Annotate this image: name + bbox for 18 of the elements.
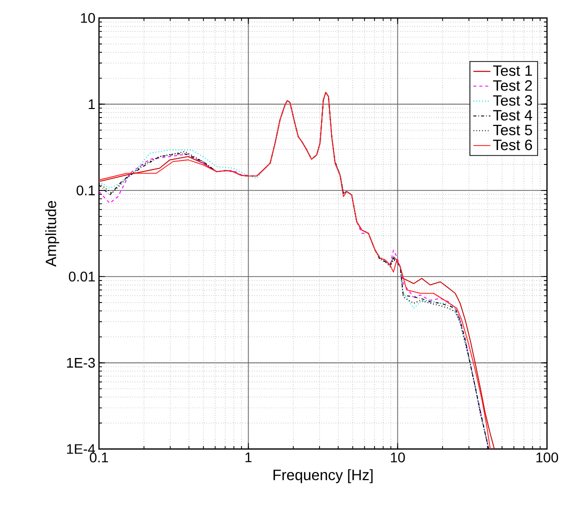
- x-tick-label: 0.1: [90, 452, 108, 462]
- legend-label: Test 1: [493, 65, 532, 76]
- y-tick-label: 1E-4: [67, 444, 96, 454]
- x-tick-label: 1: [246, 452, 252, 462]
- x-tick-label: 100: [536, 452, 558, 462]
- x-tick-label: 10: [390, 452, 405, 462]
- y-tick-label: 10: [81, 13, 95, 23]
- y-tick-label: 1: [88, 99, 95, 109]
- y-tick-label: 1E-3: [67, 358, 95, 368]
- legend-label: Test 2: [493, 80, 532, 91]
- y-tick-label: 0.01: [68, 272, 95, 282]
- legend-label: Test 5: [493, 124, 532, 136]
- y-tick-label: 0.1: [76, 185, 95, 196]
- legend-label: Test 3: [493, 95, 532, 106]
- legend-label: Test 6: [493, 140, 532, 150]
- y-axis-title: Amplitude: [45, 200, 60, 267]
- legend-label: Test 4: [493, 110, 532, 121]
- x-axis-title: Frequency [Hz]: [274, 469, 373, 484]
